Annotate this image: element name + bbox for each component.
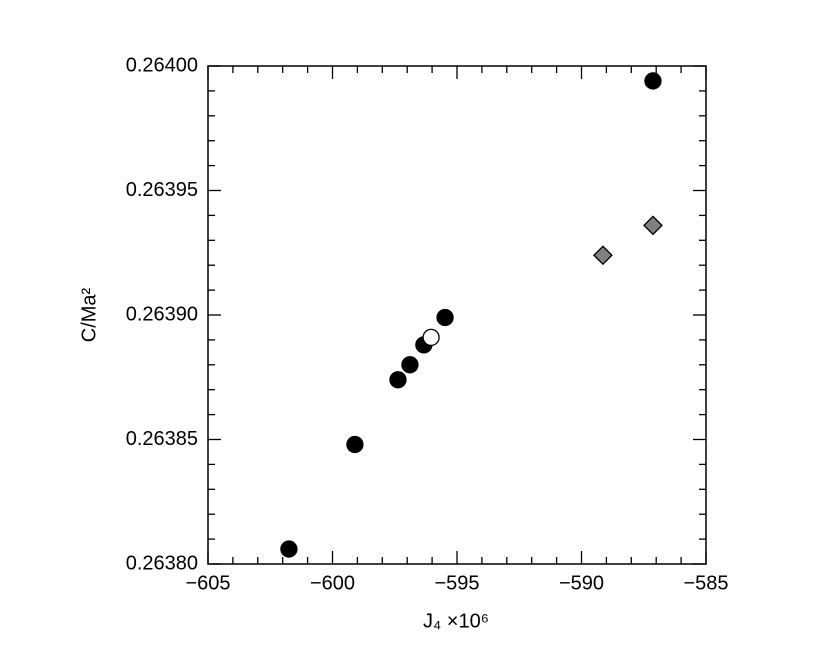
data-point xyxy=(401,356,419,374)
data-point xyxy=(643,215,663,236)
y-tick-label: 0.26380 xyxy=(126,552,198,574)
data-point xyxy=(436,308,454,327)
x-axis-label: J₄ ×10⁶ xyxy=(423,610,489,632)
y-tick-label: 0.26385 xyxy=(126,428,198,450)
data-point xyxy=(592,245,613,266)
y-tick-label: 0.26395 xyxy=(126,179,198,201)
data-point xyxy=(644,72,662,90)
data-point xyxy=(280,540,298,558)
y-tick-label: 0.26400 xyxy=(126,54,198,76)
x-tick-label: −595 xyxy=(434,572,479,594)
data-point xyxy=(346,435,364,454)
y-axis-label: C/Ma² xyxy=(78,287,100,342)
x-tick-label: −590 xyxy=(559,572,604,594)
y-tick-label: 0.26390 xyxy=(126,303,198,325)
data-point xyxy=(389,371,407,389)
x-tick-label: −605 xyxy=(185,572,230,594)
data-point xyxy=(422,328,440,347)
x-tick-label: −600 xyxy=(310,572,355,594)
plot-frame xyxy=(207,65,707,565)
x-tick-label: −585 xyxy=(683,572,728,594)
